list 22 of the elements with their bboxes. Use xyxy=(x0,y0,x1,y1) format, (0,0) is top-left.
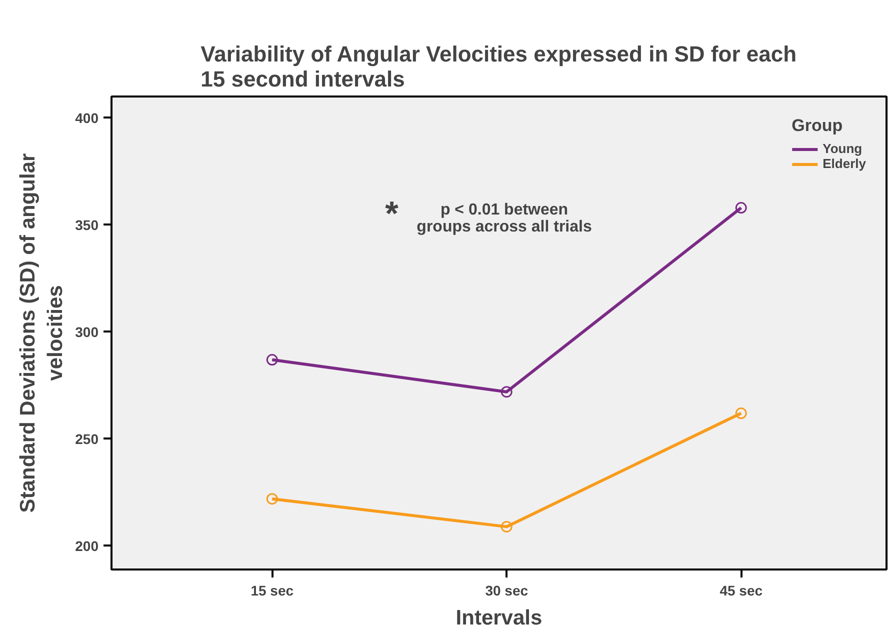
y-tick-label: 350 xyxy=(75,216,99,233)
legend-title: Group xyxy=(792,116,844,136)
x-tick-label: 30 sec xyxy=(485,582,528,598)
y-tick-label: 250 xyxy=(75,430,99,447)
point xyxy=(266,354,278,366)
x-axis-title: Intervals xyxy=(456,606,542,630)
annotation: * xyxy=(385,195,400,234)
point xyxy=(266,493,278,505)
point xyxy=(500,520,512,532)
legend-label: Elderly xyxy=(822,156,866,171)
point xyxy=(500,386,512,398)
annotation: p < 0.01 between groups across all trials xyxy=(416,201,592,236)
y-tick-label: 200 xyxy=(75,538,99,554)
point xyxy=(735,408,747,419)
x-tick-label: 45 sec xyxy=(720,582,763,598)
point xyxy=(735,202,747,214)
legend-label: Young xyxy=(822,141,862,156)
chart-title: Variability of Angular Velocities expressed in SD for each 15 second intervals xyxy=(200,42,797,92)
y-axis-title: Standard Deviations (SD) of angular velocities xyxy=(16,153,68,513)
x-tick-label: 15 sec xyxy=(250,582,294,598)
y-tick-label: 400 xyxy=(75,110,99,126)
y-tick-label: 300 xyxy=(75,324,99,340)
